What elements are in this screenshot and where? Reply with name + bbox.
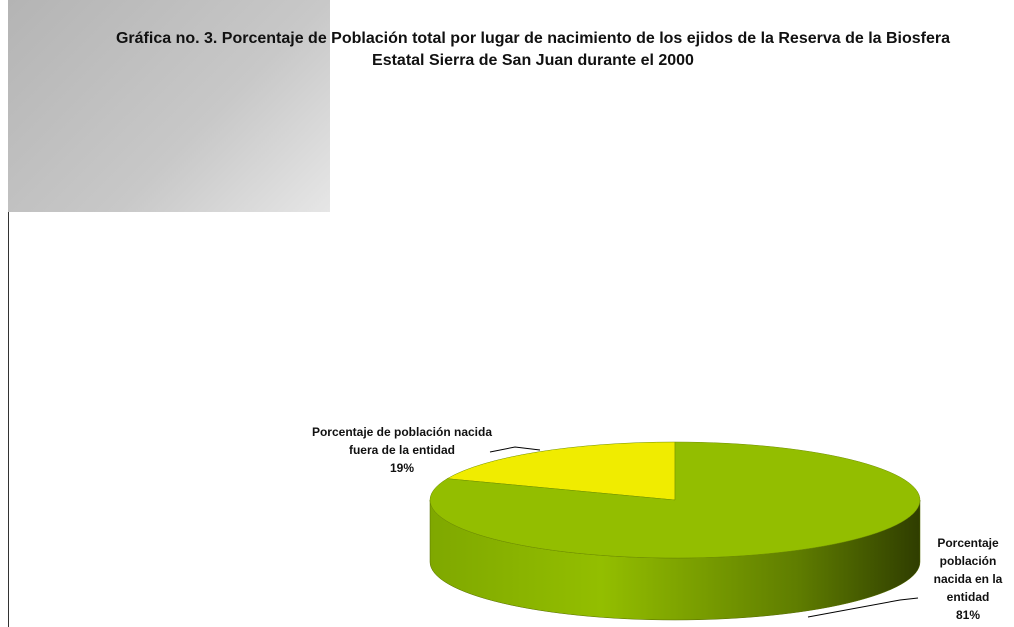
slice-value: 19% bbox=[389, 461, 415, 475]
slice-label: Porcentaje de población nacida fuera de … bbox=[302, 423, 502, 477]
background-panel bbox=[8, 0, 330, 212]
border-line bbox=[8, 212, 9, 627]
slice-label: Porcentaje población nacida en la entida… bbox=[920, 534, 1014, 624]
slice bbox=[446, 441, 676, 501]
chart-title: Gráfica no. 3. Porcentaje de Población t… bbox=[115, 30, 951, 69]
slice-name: Porcentaje población nacida en la entida… bbox=[933, 536, 1003, 604]
leader-line bbox=[489, 446, 541, 453]
leader-line bbox=[807, 597, 919, 618]
slice-name: Porcentaje de población nacida fuera de … bbox=[311, 425, 493, 457]
slice bbox=[429, 441, 921, 559]
slice-value: 81% bbox=[955, 608, 981, 622]
